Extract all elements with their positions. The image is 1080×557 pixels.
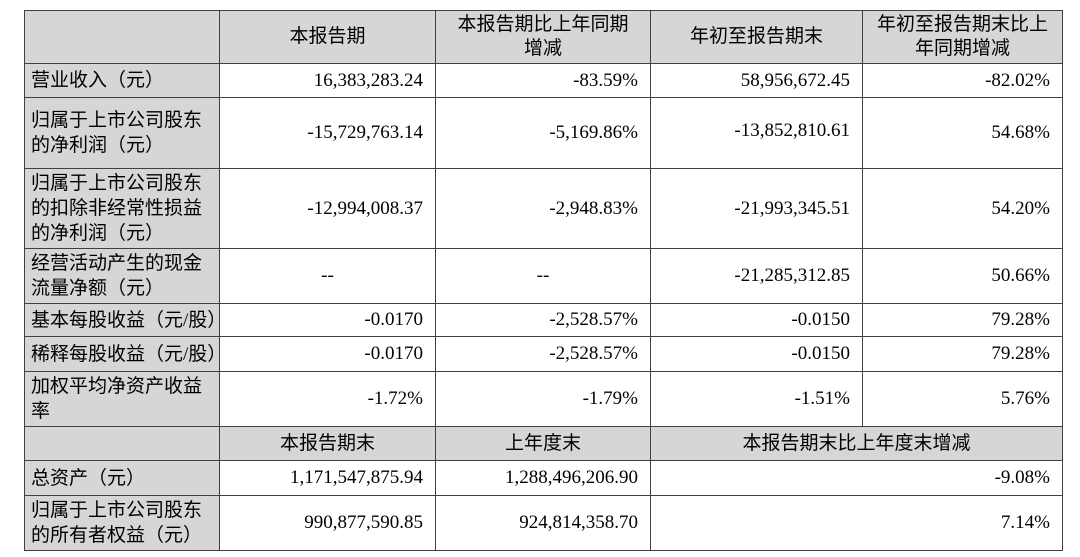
metric-value-ytd-change: 79.28% bbox=[862, 303, 1063, 337]
metric-value-current-change: -- bbox=[435, 248, 651, 304]
metric-value-ytd: -13,852,810.61 bbox=[650, 97, 863, 169]
metric-label: 归属于上市公司股东 的净利润（元） bbox=[24, 97, 220, 169]
metric-row-basic-eps: 基本每股收益（元/股） -0.0170 -2,528.57% -0.0150 7… bbox=[24, 303, 1063, 337]
col-header-prior-year-end: 上年度末 bbox=[435, 426, 651, 461]
metric-value-current-end: 990,877,590.85 bbox=[219, 495, 436, 551]
metric-row-equity: 归属于上市公司股东 的所有者权益（元） 990,877,590.85 924,8… bbox=[24, 495, 1063, 551]
metric-value-current: -15,729,763.14 bbox=[219, 97, 436, 169]
col-header-ytd: 年初至报告期末 bbox=[650, 10, 863, 64]
metric-label: 经营活动产生的现金 流量净额（元） bbox=[24, 248, 220, 304]
corner-cell bbox=[24, 10, 220, 64]
col-header-current-period-end: 本报告期末 bbox=[219, 426, 436, 461]
financial-summary-table: 本报告期 本报告期比上年同期 增减 年初至报告期末 年初至报告期末比上 年同期增… bbox=[24, 10, 1063, 551]
metric-value-ytd: 58,956,672.45 bbox=[650, 63, 863, 98]
metric-value-prior-year-end: 1,288,496,206.90 bbox=[435, 460, 651, 496]
metric-value-ytd: -0.0150 bbox=[650, 303, 863, 337]
metric-value-ytd: -1.51% bbox=[650, 371, 863, 427]
metric-value-current: -- bbox=[219, 248, 436, 304]
metric-value-ytd: -0.0150 bbox=[650, 336, 863, 372]
yearend-header-row: 本报告期末 上年度末 本报告期末比上年度末增减 bbox=[24, 426, 1063, 461]
metric-value-current-change: -83.59% bbox=[435, 63, 651, 98]
metric-label: 加权平均净资产收益 率 bbox=[24, 371, 220, 427]
metric-row-net-profit: 归属于上市公司股东 的净利润（元） -15,729,763.14 -5,169.… bbox=[24, 97, 1063, 169]
metric-label: 总资产（元） bbox=[24, 460, 220, 496]
metric-label: 稀释每股收益（元/股） bbox=[24, 336, 220, 372]
metric-value-ytd-change: 54.68% bbox=[862, 97, 1063, 169]
metric-value-current: -0.0170 bbox=[219, 336, 436, 372]
metric-value-ytd-change: 79.28% bbox=[862, 336, 1063, 372]
metric-value-current-change: -5,169.86% bbox=[435, 97, 651, 169]
metric-value-ytd: -21,993,345.51 bbox=[650, 168, 863, 249]
metric-row-total-assets: 总资产（元） 1,171,547,875.94 1,288,496,206.90… bbox=[24, 460, 1063, 496]
col-header-end-vs-prior-year-end: 本报告期末比上年度末增减 bbox=[650, 426, 1063, 461]
metric-value-ytd-change: -82.02% bbox=[862, 63, 1063, 98]
metric-value-ytd-change: 50.66% bbox=[862, 248, 1063, 304]
metric-row-operating-cash-flow: 经营活动产生的现金 流量净额（元） -- -- -21,285,312.85 5… bbox=[24, 248, 1063, 304]
metric-row-net-profit-excl-nonrecurring: 归属于上市公司股东 的扣除非经常性损益 的净利润（元） -12,994,008.… bbox=[24, 168, 1063, 249]
metric-label: 归属于上市公司股东 的所有者权益（元） bbox=[24, 495, 220, 551]
metric-value-current-change: -2,948.83% bbox=[435, 168, 651, 249]
col-header-current-period: 本报告期 bbox=[219, 10, 436, 64]
metric-row-diluted-eps: 稀释每股收益（元/股） -0.0170 -2,528.57% -0.0150 7… bbox=[24, 336, 1063, 372]
col-header-ytd-vs-prior: 年初至报告期末比上 年同期增减 bbox=[862, 10, 1063, 64]
metric-value-current: 16,383,283.24 bbox=[219, 63, 436, 98]
metric-row-weighted-avg-roe: 加权平均净资产收益 率 -1.72% -1.79% -1.51% 5.76% bbox=[24, 371, 1063, 427]
metric-value-prior-year-end: 924,814,358.70 bbox=[435, 495, 651, 551]
metric-value-ytd: -21,285,312.85 bbox=[650, 248, 863, 304]
metric-label: 归属于上市公司股东 的扣除非经常性损益 的净利润（元） bbox=[24, 168, 220, 249]
metric-label: 基本每股收益（元/股） bbox=[24, 303, 220, 337]
metric-row-revenue: 营业收入（元） 16,383,283.24 -83.59% 58,956,672… bbox=[24, 63, 1063, 98]
col-header-current-vs-prior: 本报告期比上年同期 增减 bbox=[435, 10, 651, 64]
metric-value-ytd-change: 54.20% bbox=[862, 168, 1063, 249]
metric-value-ytd-change: 5.76% bbox=[862, 371, 1063, 427]
period-header-row: 本报告期 本报告期比上年同期 增减 年初至报告期末 年初至报告期末比上 年同期增… bbox=[24, 10, 1063, 64]
metric-label: 营业收入（元） bbox=[24, 63, 220, 98]
metric-value-current-change: -2,528.57% bbox=[435, 303, 651, 337]
metric-value-current: -12,994,008.37 bbox=[219, 168, 436, 249]
metric-value-current-end: 1,171,547,875.94 bbox=[219, 460, 436, 496]
corner-cell bbox=[24, 426, 220, 461]
metric-value-current: -0.0170 bbox=[219, 303, 436, 337]
metric-value-current-change: -2,528.57% bbox=[435, 336, 651, 372]
metric-value-current: -1.72% bbox=[219, 371, 436, 427]
metric-value-end-change: -9.08% bbox=[650, 460, 1063, 496]
metric-value-current-change: -1.79% bbox=[435, 371, 651, 427]
metric-value-end-change: 7.14% bbox=[650, 495, 1063, 551]
